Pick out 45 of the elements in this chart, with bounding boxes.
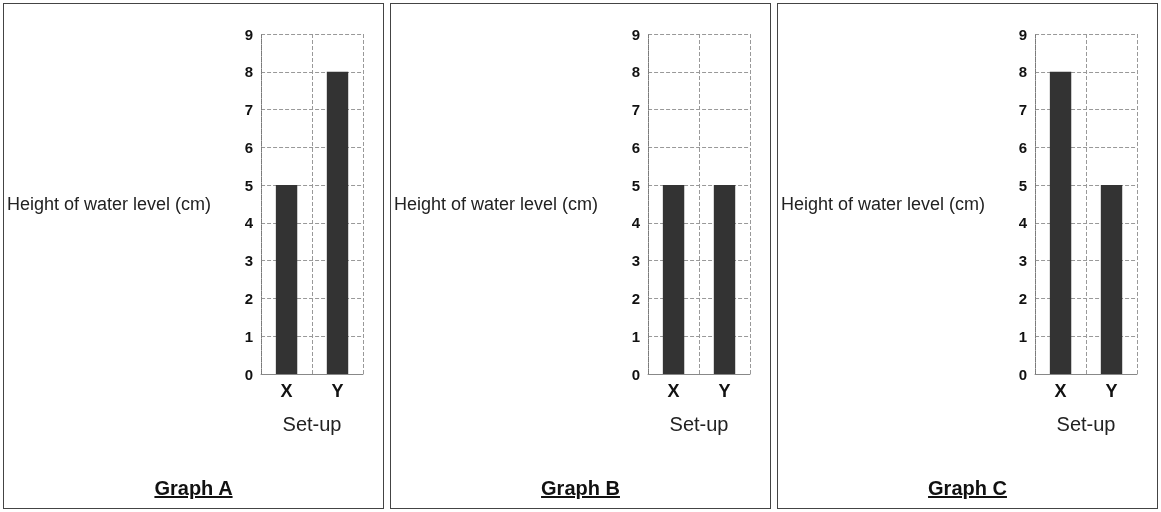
text: Graph A [153,477,234,500]
x-tick-label: X [280,381,293,401]
y-axis-title: Height of water level (cm) [780,194,986,214]
y-tick-label: 1 [244,327,254,345]
y-tick-label: 3 [1018,252,1028,270]
x-axis-title: Set-up [1056,413,1116,435]
y-tick-label: 7 [244,101,254,119]
y-tick-label: 3 [244,252,254,270]
y-tick-label: 3 [631,252,641,270]
y-tick-label: 1 [1018,327,1028,345]
x-tick-label: Y [718,381,731,401]
y-tick-label: 0 [631,365,641,383]
y-tick-label: 0 [244,365,254,383]
y-tick-label: 7 [631,101,641,119]
y-tick-label: 1 [631,327,641,345]
x-tick-label: X [667,381,680,401]
y-tick-label: 4 [244,214,254,232]
y-tick-label: 8 [631,63,641,81]
x-tick-label: X [1054,381,1067,401]
y-tick-label: 9 [244,25,254,43]
y-axis-title: Height of water level (cm) [393,194,599,214]
y-axis-title: Height of water level (cm) [6,194,212,214]
y-tick-label: 9 [631,25,641,43]
y-tick-label: 4 [631,214,641,232]
y-tick-label: 8 [244,63,254,81]
x-axis-title: Set-up [282,413,342,435]
y-tick-label: 0 [1018,365,1028,383]
y-tick-label: 5 [244,176,254,194]
y-tick-label: 6 [1018,138,1028,156]
y-tick-label: 7 [1018,101,1028,119]
y-tick-label: 5 [631,176,641,194]
y-tick-label: 2 [631,289,641,307]
y-tick-label: 9 [1018,25,1028,43]
text: Graph B [540,477,621,500]
y-tick-label: 2 [244,289,254,307]
x-axis-title: Set-up [669,413,729,435]
y-tick-label: 2 [1018,289,1028,307]
x-tick-label: Y [331,381,344,401]
y-tick-label: 6 [631,138,641,156]
y-tick-label: 6 [244,138,254,156]
y-tick-label: 4 [1018,214,1028,232]
x-tick-label: Y [1105,381,1118,401]
y-tick-label: 5 [1018,176,1028,194]
y-tick-label: 8 [1018,63,1028,81]
text: Graph C [927,477,1008,500]
